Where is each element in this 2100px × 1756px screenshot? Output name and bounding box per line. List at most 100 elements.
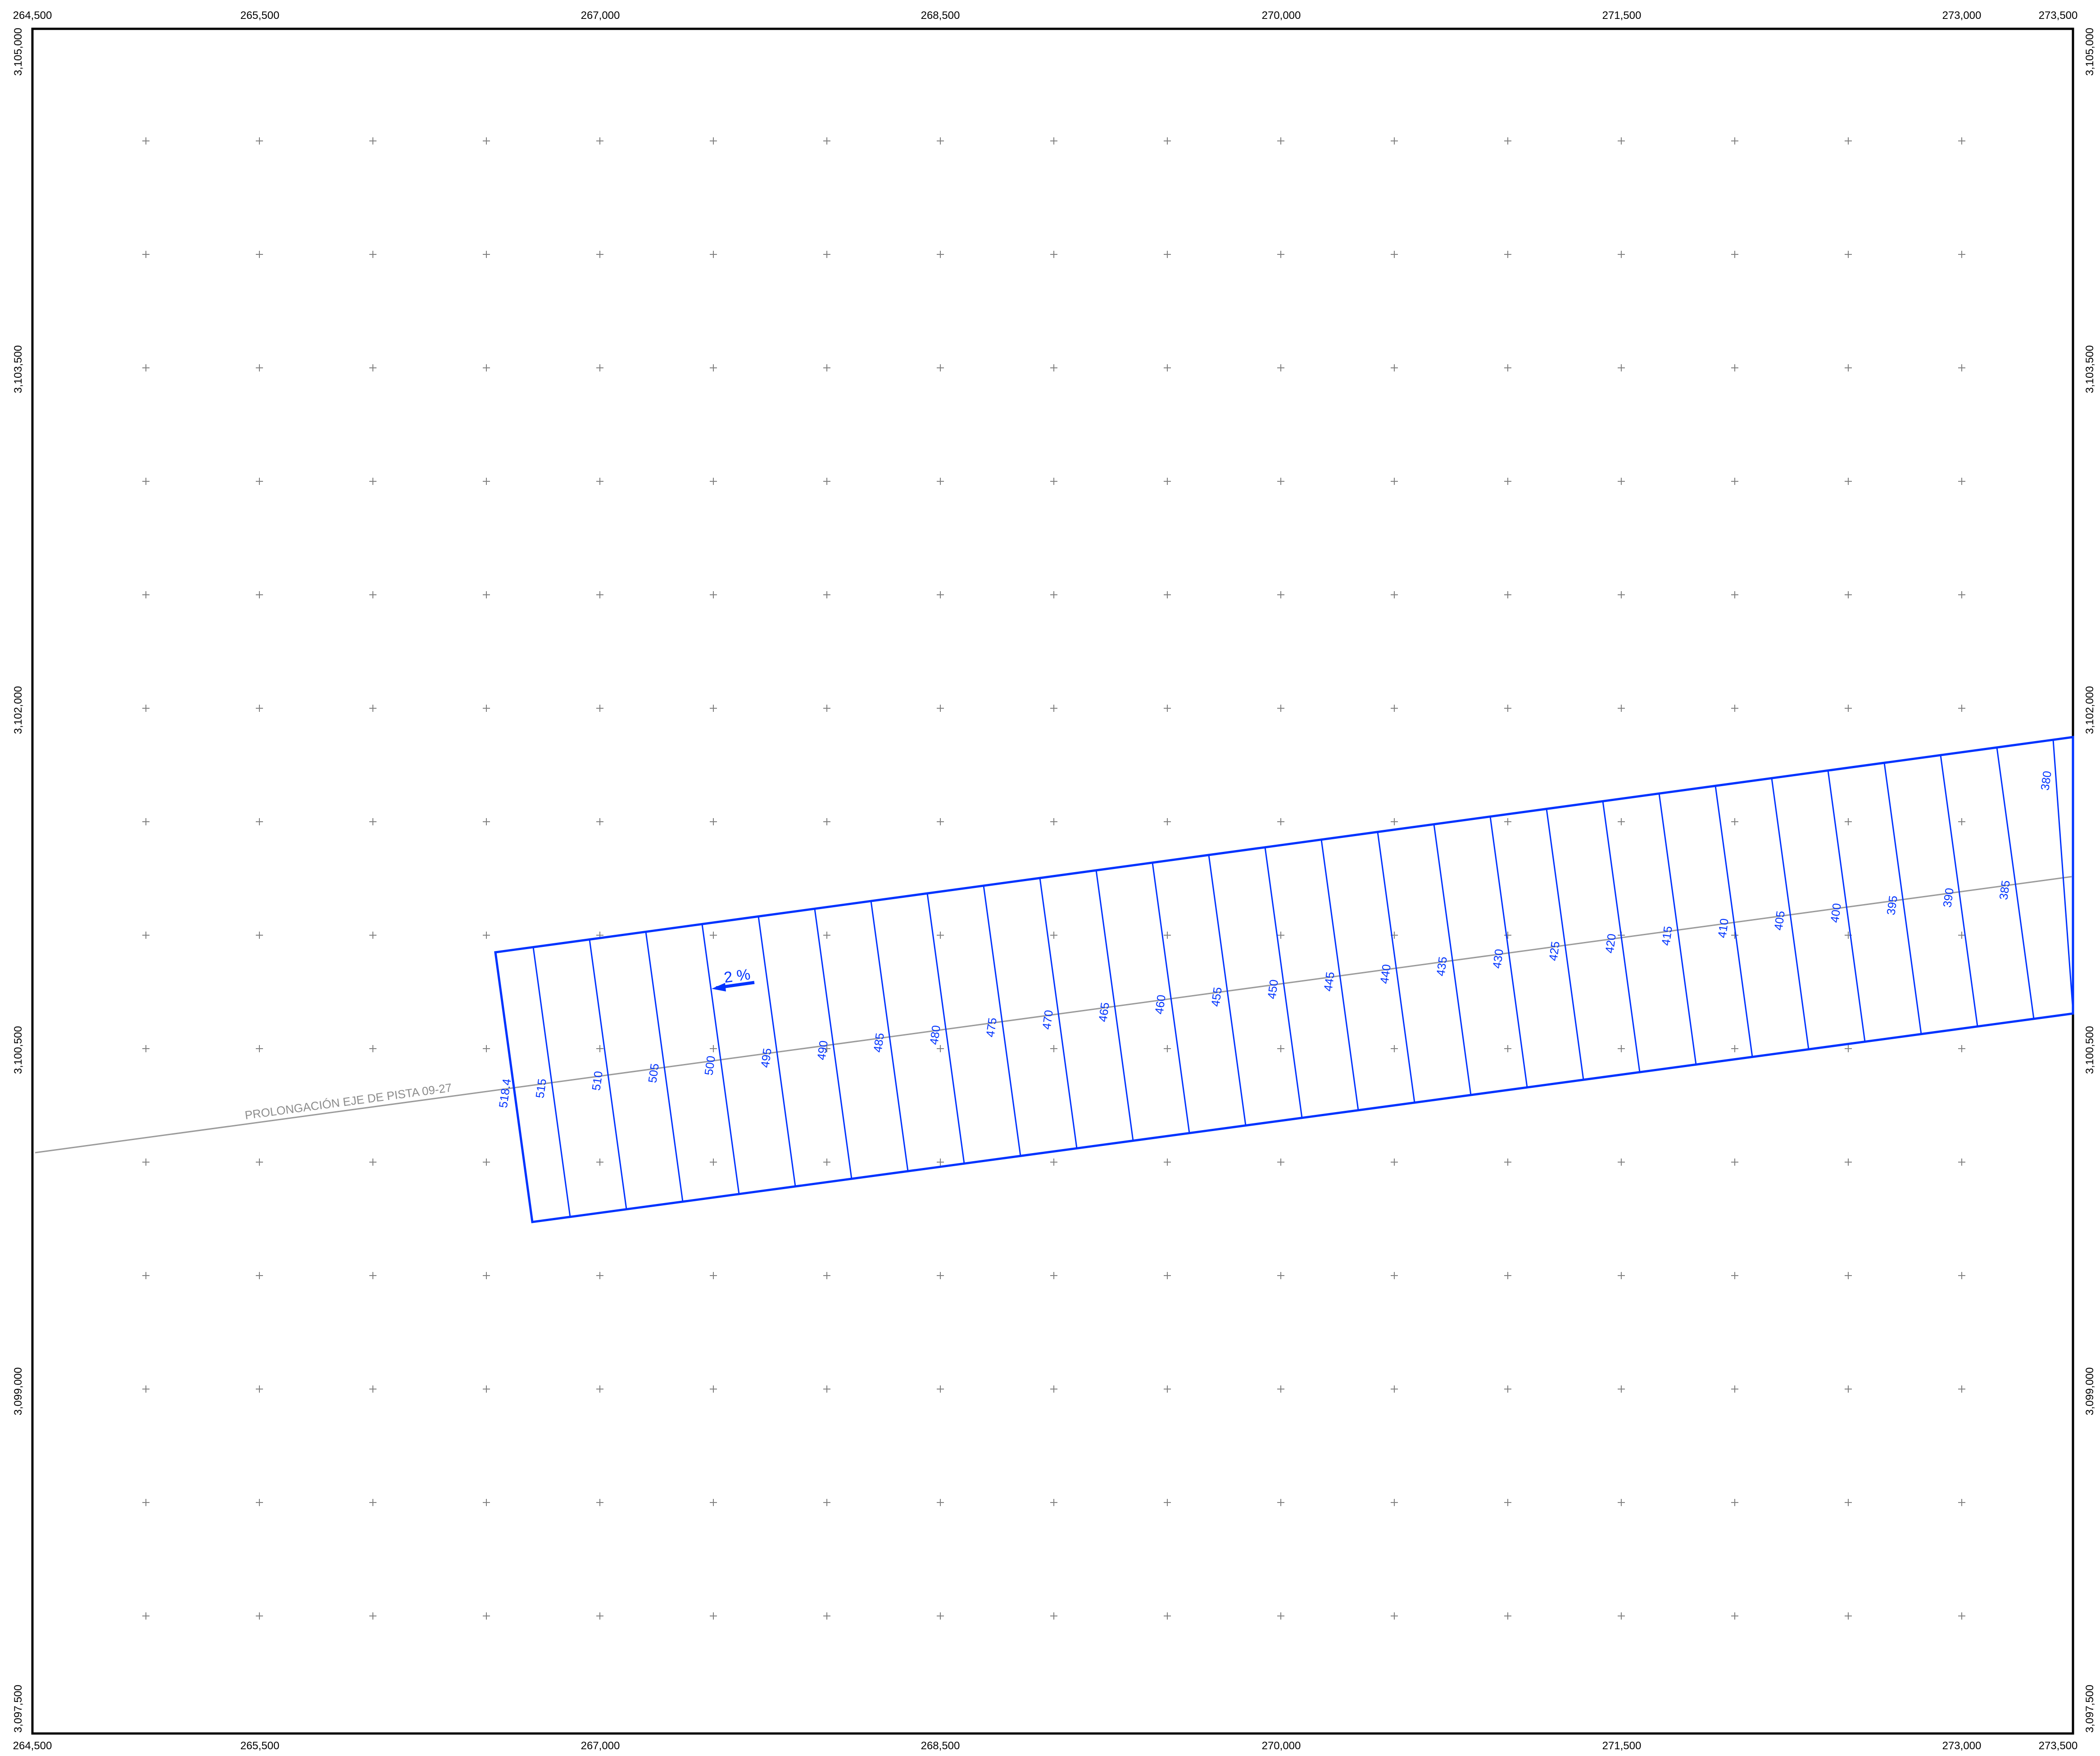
x-label-top: 264,500 xyxy=(13,9,52,22)
grid-cross-marker xyxy=(256,137,263,145)
grid-cross-marker xyxy=(1845,1612,1852,1620)
y-label-left: 3,097,500 xyxy=(12,1685,24,1733)
grid-cross-marker xyxy=(142,1045,150,1052)
contour-line xyxy=(1658,793,1697,1065)
grid-cross-marker xyxy=(1618,478,1625,485)
contour-line xyxy=(926,893,965,1164)
contour-line xyxy=(1827,770,1866,1042)
x-axis-bottom-labels: 264,500 265,500 267,000 268,500 270,000 … xyxy=(13,1740,2078,1752)
grid-cross-marker xyxy=(1277,818,1284,825)
grid-cross-marker xyxy=(1277,137,1284,145)
grid-cross-marker xyxy=(1618,251,1625,258)
grid-cross-marker xyxy=(596,364,603,371)
grid-cross-marker xyxy=(1845,1159,1852,1166)
grid-cross-marker xyxy=(1050,364,1057,371)
grid-cross-marker xyxy=(256,364,263,371)
grid-cross-marker xyxy=(1618,1499,1625,1506)
grid-cross-marker xyxy=(1504,137,1511,145)
grid-cross-marker xyxy=(823,1159,830,1166)
grid-cross-marker xyxy=(823,1612,830,1620)
arrowhead-icon xyxy=(712,983,726,991)
grid-cross-marker xyxy=(142,591,150,598)
grid-cross-marker xyxy=(369,1272,376,1279)
contour-line xyxy=(1546,809,1584,1080)
grid-cross-marker xyxy=(710,364,717,371)
grid-cross-marker xyxy=(823,818,830,825)
grid-cross-marker xyxy=(1504,251,1511,258)
grid-cross-marker xyxy=(596,591,603,598)
grid-cross-marker xyxy=(710,705,717,712)
grid-cross-marker xyxy=(937,932,944,939)
grid-cross-marker xyxy=(1050,932,1057,939)
contour-label: 470 xyxy=(1039,1009,1056,1030)
grid-cross-marker xyxy=(142,478,150,485)
contour-label: 430 xyxy=(1490,948,1506,969)
grid-cross-marker xyxy=(1618,591,1625,598)
grid-cross-marker xyxy=(483,932,490,939)
grid-cross-marker xyxy=(1050,705,1057,712)
grid-cross-marker xyxy=(142,251,150,258)
grid-cross-marker xyxy=(483,591,490,598)
grid-cross-marker xyxy=(483,1385,490,1393)
grid-cross-marker xyxy=(1618,1385,1625,1393)
grid-cross-marker xyxy=(596,1499,603,1506)
grid-cross-marker xyxy=(142,1272,150,1279)
grid-cross-marker xyxy=(1050,1612,1057,1620)
contour-line xyxy=(814,909,853,1179)
grid-cross-marker xyxy=(1277,705,1284,712)
grid-cross-marker xyxy=(1164,818,1171,825)
grid-cross-marker xyxy=(596,137,603,145)
grid-cross-marker xyxy=(142,1159,150,1166)
grid-cross-marker xyxy=(142,364,150,371)
grid-cross-marker xyxy=(1391,478,1398,485)
grid-cross-marker xyxy=(1845,1045,1852,1052)
grid-cross-marker xyxy=(1845,591,1852,598)
grid-cross-marker xyxy=(142,1385,150,1393)
contour-label: 390 xyxy=(1940,887,1956,908)
grid-cross-marker xyxy=(1845,818,1852,825)
grid-cross-marker xyxy=(1391,1499,1398,1506)
grid-cross-marker xyxy=(1391,137,1398,145)
y-label-left: 3,103,500 xyxy=(12,345,24,394)
contour-label: 460 xyxy=(1152,994,1168,1015)
x-label-top: 273,500 xyxy=(2039,9,2078,22)
grid-cross-marker xyxy=(823,1385,830,1393)
grid-cross-marker xyxy=(1504,478,1511,485)
y-axis-right-labels: 3,105,000 3,103,500 3,102,000 3,100,500 … xyxy=(2084,28,2096,1733)
grid-cross-marker xyxy=(1277,364,1284,371)
grid-cross-marker xyxy=(1845,1385,1852,1393)
grid-cross-marker xyxy=(256,1272,263,1279)
grid-cross-marker xyxy=(1277,1045,1284,1052)
grid-cross-marker xyxy=(596,1159,603,1166)
grid-cross-marker xyxy=(1958,478,1965,485)
grid-cross-marker xyxy=(1277,1612,1284,1620)
grid-cross-marker xyxy=(1277,1159,1284,1166)
grid-cross-marker xyxy=(710,818,717,825)
grid-cross-marker xyxy=(937,137,944,145)
contour-line xyxy=(1208,855,1247,1126)
grid-cross-marker xyxy=(1277,478,1284,485)
grid-cross-marker xyxy=(1618,1045,1625,1052)
grid-cross-marker xyxy=(1164,364,1171,371)
grid-cross-marker xyxy=(1958,818,1965,825)
grid-cross-marker xyxy=(1958,1499,1965,1506)
contour-line xyxy=(1433,824,1472,1095)
grid-cross-marker xyxy=(1277,1499,1284,1506)
contour-label: 410 xyxy=(1715,918,1731,939)
grid-cross-marker xyxy=(1164,478,1171,485)
grid-cross-marker xyxy=(1504,364,1511,371)
contour-lines xyxy=(532,739,2074,1217)
grid-cross-marker xyxy=(1731,591,1738,598)
grid-cross-marker xyxy=(710,1159,717,1166)
y-label-right: 3,100,500 xyxy=(2084,1026,2096,1074)
grid-cross-marker xyxy=(937,478,944,485)
grid-cross-marker xyxy=(1504,1159,1511,1166)
grid-cross-marker xyxy=(483,1045,490,1052)
contour-label: 445 xyxy=(1321,971,1337,992)
contour-line xyxy=(757,916,796,1187)
grid-cross-marker xyxy=(1050,137,1057,145)
grid-cross-marker xyxy=(1050,818,1057,825)
grid-cross-marker xyxy=(596,1612,603,1620)
grid-cross-marker xyxy=(710,1612,717,1620)
grid-cross-marker xyxy=(1618,137,1625,145)
